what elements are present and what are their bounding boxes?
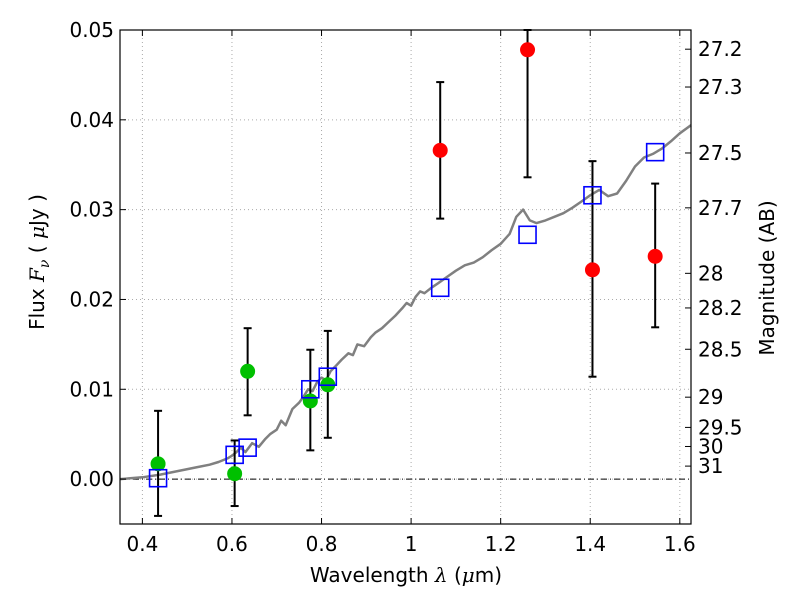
y-axis-title-text: Flux [25,282,49,330]
axis-ticks: 0.4 0.6 0.8 1 1.2 1.4 1.6 0.00 0.01 0.02 0.03 0.04 0… [69,18,742,556]
x-tick-label: 0.6 [216,532,248,556]
y-tick-label: 0.01 [69,377,114,401]
x-tick-label: 1.4 [574,532,606,556]
model-box [238,438,257,457]
mu-symbol: μ [462,563,475,587]
mag-tick-label: 28 [698,261,723,285]
red-point [520,42,536,58]
x-axis-title-text: Wavelength [310,563,435,587]
x-axis-paren: ( [448,563,462,587]
green-point [150,456,166,472]
mag-tick-label: 30 [698,434,723,458]
green-point [302,393,318,409]
right-axis-title: Magnitude (AB) [755,200,779,355]
model-box [645,142,665,162]
model-box [430,278,450,298]
y-tick-label: 0.05 [69,18,114,42]
y-axis-title: Flux Fν ( μJy ) [25,194,53,330]
red-point [432,142,448,158]
y-mu-symbol: μ [25,226,49,239]
model-box [318,367,338,386]
plot-frame [119,29,692,525]
mag-tick-label: 28.2 [698,296,743,320]
model-box [518,225,537,245]
red-point [647,248,663,264]
mag-tick-label: 27.7 [698,196,743,220]
nu-subscript: ν [37,259,53,268]
mag-tick-label: 29.5 [698,415,743,439]
flux-symbol: F [25,267,49,283]
lambda-symbol: λ [434,563,448,587]
y-tick-label: 0.03 [69,198,114,222]
model-box [301,379,320,399]
x-tick-label: 1.6 [664,532,696,556]
x-axis-unit: m) [475,563,502,587]
mag-tick-label: 28.5 [698,337,743,361]
model-box [225,445,244,465]
x-tick-label: 0.8 [306,532,338,556]
red-point [584,262,600,278]
y-axis-unit: Jy ) [25,194,49,228]
x-tick-label: 1 [405,532,418,556]
y-tick-label: 0.00 [69,467,114,491]
y-axis-paren: ( [25,239,49,260]
data-points [150,42,663,482]
green-point [227,466,243,482]
mag-tick-label: 31 [698,454,723,478]
model-box [148,468,168,488]
x-tick-label: 0.4 [126,532,158,556]
green-point [240,363,256,379]
x-axis-title: Wavelength λ (μm) [310,563,502,587]
y-tick-label: 0.02 [69,287,114,311]
mag-tick-label: 27.2 [698,37,743,61]
mag-tick-label: 27.5 [698,141,743,165]
mag-tick-label: 29 [698,385,723,409]
model-box [583,185,602,205]
y-tick-label: 0.04 [69,108,114,132]
x-tick-label: 1.2 [485,532,517,556]
mag-tick-label: 27.3 [698,75,743,99]
model-photometry-boxes [148,142,665,488]
